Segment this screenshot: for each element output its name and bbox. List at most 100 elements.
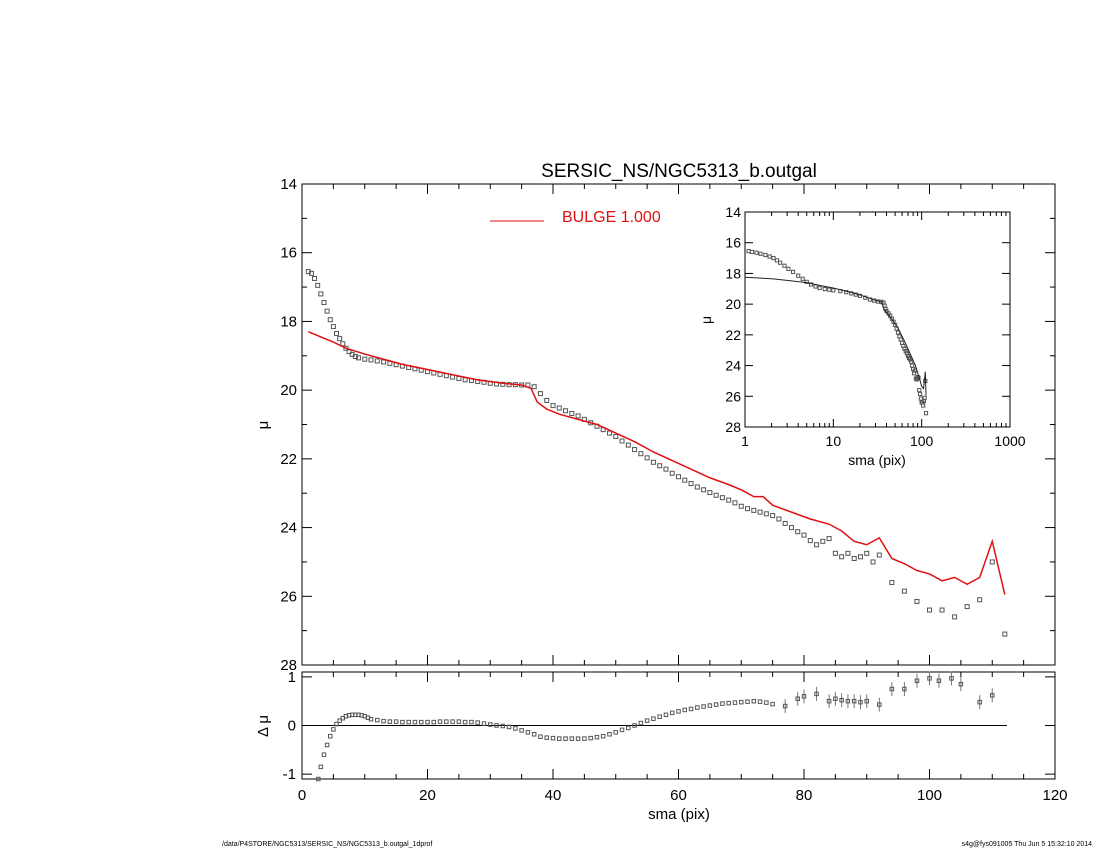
main-data-point	[795, 529, 801, 535]
inset-data-point	[917, 388, 922, 393]
residual-data-point	[431, 719, 437, 725]
residual-data-point	[550, 735, 556, 741]
main-y-axis-label: μ	[255, 421, 272, 430]
residual-data-point	[927, 676, 932, 681]
residual-data-point	[949, 676, 954, 681]
residual-data-point	[839, 697, 844, 703]
main-data-point	[857, 554, 863, 560]
residual-data-point	[669, 710, 675, 716]
main-data-point	[901, 588, 907, 594]
main-data-point	[569, 411, 575, 417]
inset-data-point	[782, 263, 787, 268]
main-data-point	[726, 497, 732, 503]
residual-data-point	[682, 707, 688, 713]
main-data-point	[324, 308, 330, 314]
inset-data-point	[922, 395, 927, 400]
main-data-point	[340, 341, 346, 347]
inset-data-point	[921, 403, 926, 408]
inset-data-point	[774, 258, 780, 263]
inset-data-point	[796, 273, 801, 278]
inset-data-point	[800, 276, 805, 281]
chart-title: SERSIC_NS/NGC5313_b.outgal	[541, 161, 817, 182]
main-data-point	[563, 408, 569, 414]
main-data-point	[832, 550, 838, 556]
inset-plot-panel: 14 16 18 20 22 24 26 281 10 100 1000 μ sma (pix)	[698, 204, 1026, 468]
residual-data-point	[462, 719, 468, 725]
inset-x-tick-label: 100	[910, 433, 934, 449]
main-data-point	[707, 490, 713, 496]
main-data-point	[952, 614, 958, 620]
inset-data-point	[918, 391, 923, 397]
residual-data-point	[720, 701, 725, 706]
residual-data-point	[368, 716, 374, 722]
footer-timestamp: s4g@fys091005 Thu Jun 5 15:32:10 2014	[962, 841, 1092, 848]
residual-y-tick-label: -1	[283, 766, 296, 783]
inset-y-tick-label: 16	[725, 235, 741, 251]
inset-data-point	[831, 288, 836, 293]
x-axis-label: sma (pix)	[648, 806, 710, 823]
residual-data-point	[316, 776, 321, 782]
main-plot-panel: 14 16 18 20 22 24 26 28 BULGE 1.000 μ	[255, 176, 1056, 674]
main-data-point	[327, 317, 333, 323]
residual-data-point	[707, 703, 713, 708]
main-data-point	[352, 353, 358, 359]
main-data-point	[315, 282, 321, 288]
residual-data-point	[632, 723, 637, 728]
inset-data-point	[767, 254, 772, 259]
residual-data-point	[381, 718, 386, 724]
x-tick-label: 0	[298, 787, 306, 804]
inset-data-point	[771, 255, 776, 261]
residual-data-point	[814, 691, 819, 697]
residual-data-point	[864, 698, 869, 704]
residual-data-point	[387, 719, 393, 724]
residual-data-point	[569, 736, 575, 741]
inset-data-point	[923, 411, 929, 416]
residual-data-point	[977, 699, 982, 705]
residual-data-point	[444, 719, 449, 724]
main-data-point	[889, 580, 895, 586]
residual-data-point	[782, 703, 788, 709]
inset-data-point	[804, 279, 809, 284]
inset-data-point	[763, 252, 768, 258]
main-axis-ticks: 14 16 18 20 22 24 26 28	[280, 176, 1056, 674]
main-y-tick-label: 26	[280, 588, 297, 605]
residual-data-point	[519, 728, 524, 733]
main-data-point	[537, 391, 543, 397]
main-data-point	[776, 516, 782, 522]
residual-data-point	[914, 678, 920, 683]
inset-data-points	[746, 249, 929, 416]
inset-x-tick-label: 1000	[994, 433, 1025, 449]
main-data-point	[575, 413, 581, 419]
main-data-point	[751, 507, 757, 513]
main-data-point	[312, 275, 318, 281]
main-data-point	[807, 538, 813, 544]
main-data-point	[650, 459, 656, 465]
inset-data-point	[844, 290, 849, 295]
main-data-point	[876, 552, 882, 558]
residual-data-point	[494, 723, 499, 728]
residual-data-point	[626, 725, 631, 731]
inset-y-tick-label: 14	[725, 204, 741, 220]
residual-data-point	[701, 704, 706, 709]
inset-y-tick-label: 28	[725, 419, 741, 435]
main-data-point	[801, 532, 807, 538]
main-data-point	[713, 492, 719, 498]
main-data-point	[334, 330, 340, 336]
inset-data-point	[749, 249, 755, 255]
main-data-point	[663, 466, 669, 472]
inset-x-axis-label: sma (pix)	[848, 452, 906, 468]
main-data-point	[638, 451, 644, 457]
residual-data-point	[613, 730, 618, 735]
main-data-point	[544, 397, 550, 403]
main-data-point	[939, 607, 945, 613]
main-data-point	[782, 520, 788, 526]
residual-data-point	[488, 722, 493, 727]
residual-data-point	[826, 698, 832, 704]
main-data-point	[845, 550, 851, 556]
main-data-point	[719, 495, 725, 501]
main-data-point	[500, 381, 506, 387]
x-tick-label: 60	[670, 787, 687, 804]
residual-data-point	[902, 686, 907, 692]
inset-x-tick-label: 1	[741, 433, 749, 449]
main-data-point	[308, 270, 314, 276]
